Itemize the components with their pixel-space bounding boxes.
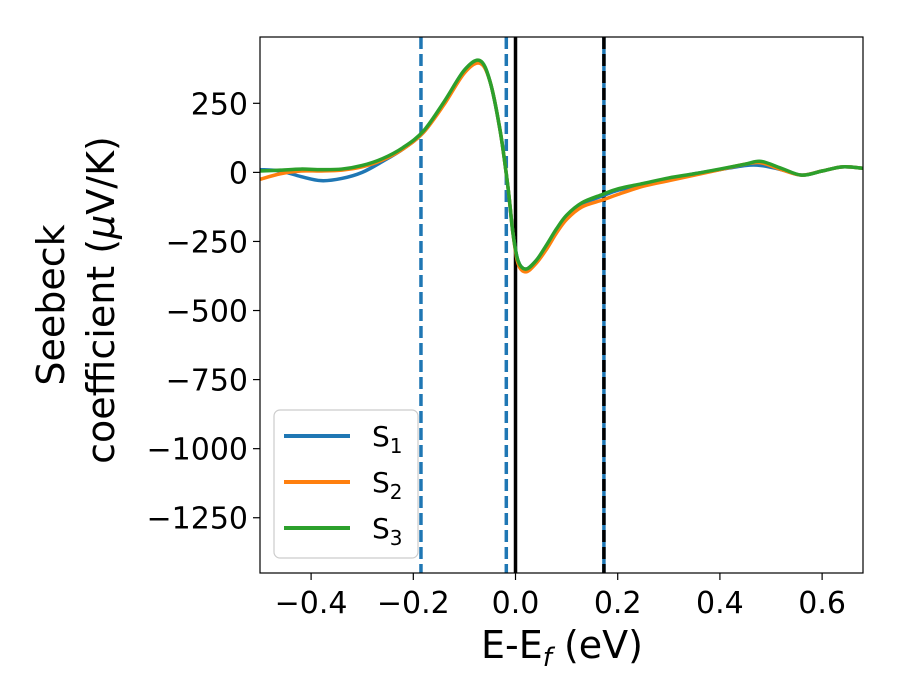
x-tick-label: −0.4 — [275, 586, 348, 621]
y-tick-label: −1250 — [147, 502, 248, 537]
y-axis-ticks: 250 0 −250 −500 −750 −1000 −1250 — [147, 87, 260, 537]
x-axis-ticks: −0.4 −0.2 0.0 0.2 0.4 0.6 — [275, 573, 846, 621]
vertical-reference-lines — [419, 37, 606, 573]
legend-entry-s2: S2 — [284, 466, 403, 504]
y-tick-label: −500 — [166, 295, 248, 330]
x-tick-label: −0.2 — [377, 586, 450, 621]
y-tick-label: −1000 — [147, 433, 248, 468]
legend-label-s1: S1 — [372, 420, 403, 458]
x-tick-label: 0.2 — [594, 586, 642, 621]
legend-label-s3: S3 — [372, 512, 403, 550]
x-axis-title: E-Ef (eV) — [481, 623, 643, 673]
x-tick-label: 0.6 — [798, 586, 846, 621]
legend-entry-s1: S1 — [284, 420, 403, 458]
x-tick-label: 0.0 — [492, 586, 540, 621]
plot-area-frame — [259, 36, 864, 574]
legend: S1 S2 S3 — [273, 409, 419, 559]
series-line-s3 — [260, 58, 863, 271]
x-tick-label: 0.4 — [696, 586, 744, 621]
y-tick-label: −750 — [166, 364, 248, 399]
legend-entry-s3: S3 — [284, 512, 403, 550]
series-layer — [260, 58, 863, 274]
y-tick-label: 0 — [229, 156, 248, 191]
y-tick-label: −250 — [166, 225, 248, 260]
y-axis-title-line1: Seebeck — [29, 224, 73, 385]
y-axis-title-line2: coefficient (μV/K) — [79, 136, 123, 464]
y-tick-label: 250 — [191, 87, 248, 122]
legend-label-s2: S2 — [372, 466, 403, 504]
